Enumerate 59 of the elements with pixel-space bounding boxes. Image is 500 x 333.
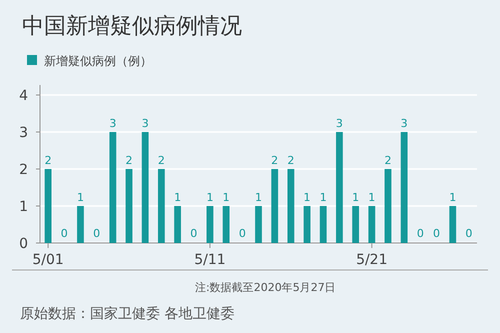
title: 中国新增疑似病例情况	[22, 14, 242, 39]
data-label: 2	[126, 154, 133, 167]
data-label: 3	[336, 117, 343, 130]
legend-label: 新增疑似病例（例）	[44, 54, 152, 68]
bar	[222, 206, 230, 243]
data-label: 0	[433, 227, 440, 240]
data-label: 0	[238, 227, 246, 240]
bar	[336, 132, 343, 243]
text: 注:数据截至2020年5月27日	[195, 281, 336, 294]
data-label: 0	[93, 227, 100, 240]
data-label: 2	[158, 154, 165, 167]
y-tick-label: 1	[19, 199, 28, 215]
data-label: 2	[287, 154, 294, 167]
data-label: 2	[384, 154, 392, 167]
data-label: 1	[76, 191, 84, 204]
data-label: 2	[44, 154, 52, 167]
bar	[255, 206, 262, 243]
data-label: 0	[416, 227, 424, 240]
data-label: 3	[400, 117, 408, 130]
bar	[304, 206, 310, 243]
x-tick-label: 5/01	[32, 252, 64, 268]
bar	[368, 206, 376, 243]
bar	[271, 169, 278, 243]
bar	[109, 132, 116, 243]
bar	[320, 206, 327, 243]
bar	[384, 169, 392, 243]
y-tick-label: 0	[19, 236, 28, 252]
bar	[174, 206, 181, 243]
data-label: 2	[271, 154, 278, 167]
bar	[77, 206, 84, 243]
data-label: 3	[142, 117, 149, 130]
bar	[352, 206, 360, 243]
bar	[142, 132, 149, 243]
data-label: 1	[368, 191, 376, 204]
data-label: 0	[465, 227, 472, 240]
data-label: 1	[304, 191, 311, 204]
data-label: 1	[174, 191, 182, 204]
x-tick-label: 5/21	[356, 252, 388, 268]
bar	[206, 206, 214, 243]
text: 原始数据：国家卫健委 各地卫健委	[20, 306, 234, 322]
data-label: 1	[449, 191, 456, 204]
bar	[449, 206, 456, 243]
data-label: 0	[190, 227, 198, 240]
x-tick-label: 5/11	[194, 252, 226, 268]
data-label: 1	[255, 191, 262, 204]
data-label: 1	[206, 191, 214, 204]
y-tick-label: 3	[19, 125, 28, 141]
data-label: 1	[352, 191, 360, 204]
data-label: 3	[109, 117, 116, 130]
bar	[158, 169, 165, 243]
bar	[287, 169, 294, 243]
data-label: 0	[60, 227, 68, 240]
y-tick-label: 4	[19, 88, 28, 104]
data-label: 1	[222, 191, 230, 204]
data-label: 1	[320, 191, 327, 204]
bar	[400, 132, 408, 243]
bar	[126, 169, 132, 243]
bar	[44, 169, 52, 243]
y-tick-label: 2	[19, 162, 28, 178]
